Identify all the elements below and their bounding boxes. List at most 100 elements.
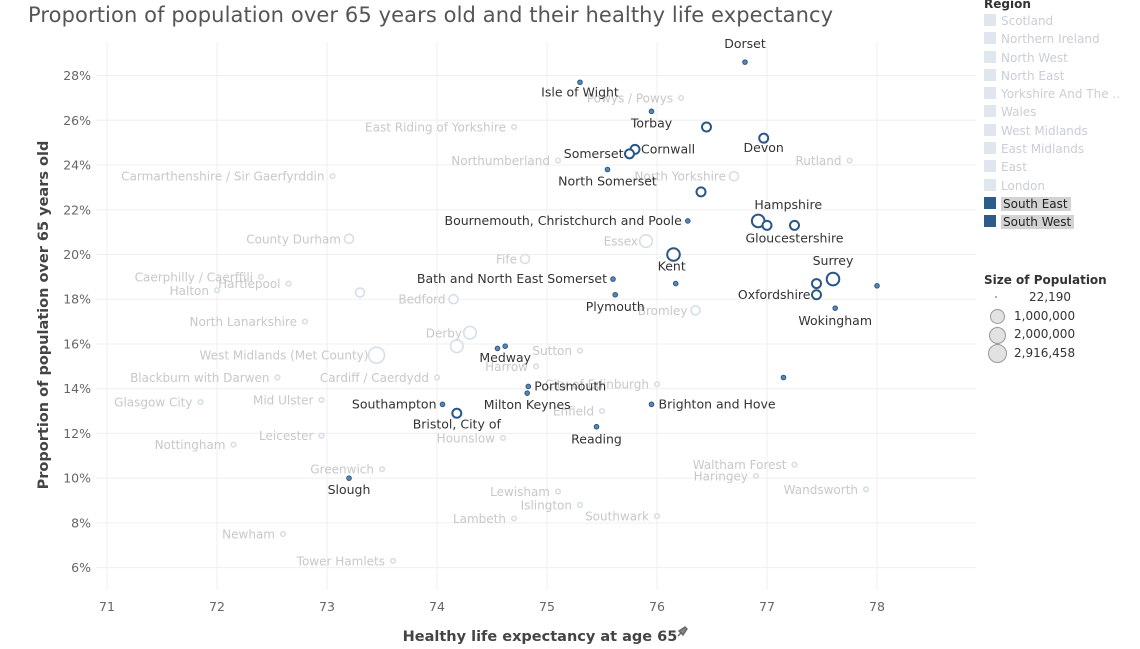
y-axis-ticks: 6% 8% 10% 12% 14% 16% 18% 20% 22% 24% 26% 28%: [63, 68, 91, 575]
point-southampton[interactable]: [439, 401, 446, 408]
point-bournemouth-christchurch-and-poole[interactable]: [685, 218, 691, 224]
point-north-lanarkshire[interactable]: [301, 318, 309, 325]
x-axis-label[interactable]: Healthy life expectancy at age 65: [403, 629, 678, 645]
point-rutland[interactable]: [846, 157, 853, 164]
point-slough[interactable]: [346, 475, 352, 481]
point-unlabeled-1[interactable]: [695, 186, 707, 198]
point-carmarthenshire-sir-gaerfyrddin[interactable]: [329, 173, 336, 180]
legend-region-south-east[interactable]: South East: [984, 195, 1120, 213]
point-islington[interactable]: [576, 501, 584, 509]
y-tick-label: 12%: [63, 426, 91, 441]
point-north-somerset[interactable]: [604, 166, 611, 173]
label-county-durham: County Durham: [246, 232, 341, 246]
point-unlabeled-3[interactable]: [811, 278, 822, 290]
point-tower-hamlets[interactable]: [389, 557, 397, 565]
legend-swatch: [984, 14, 996, 26]
point-caerphilly-caerffili[interactable]: [257, 273, 265, 280]
point-hartlepool[interactable]: [285, 280, 292, 287]
point-city-of-edinburgh[interactable]: [653, 381, 661, 388]
dim-points: [197, 94, 870, 565]
label-hounslow: Hounslow: [437, 431, 496, 445]
label-bromley: Bromley: [638, 304, 688, 318]
point-blackburn-with-darwen[interactable]: [274, 374, 281, 381]
point-bristol-city-of[interactable]: [451, 407, 463, 419]
label-mid-ulster: Mid Ulster: [253, 393, 314, 407]
point-bedford[interactable]: [448, 293, 459, 305]
point-greenwich[interactable]: [378, 466, 386, 473]
point-essex[interactable]: [638, 233, 654, 249]
legend-region-west-midlands[interactable]: West Midlands: [984, 122, 1120, 140]
point-enfield[interactable]: [598, 407, 606, 415]
point-northumberland[interactable]: [554, 157, 562, 164]
legend-region-north-west[interactable]: North West: [984, 49, 1120, 67]
point-waltham-forest[interactable]: [791, 461, 798, 468]
point-wandsworth[interactable]: [862, 486, 870, 493]
point-unlabeled-4[interactable]: [874, 283, 880, 289]
point-dorset[interactable]: [742, 59, 748, 65]
point-surrey[interactable]: [825, 271, 841, 287]
point-unlabeled-dim-1[interactable]: [354, 287, 366, 298]
point-north-yorkshire[interactable]: [728, 170, 740, 182]
point-bath-and-north-east-somerset[interactable]: [610, 276, 616, 282]
point-hounslow[interactable]: [499, 434, 507, 442]
legend-region-yorkshire-and-the[interactable]: Yorkshire And The ..: [984, 85, 1120, 103]
point-southwark[interactable]: [653, 513, 661, 520]
point-sutton[interactable]: [576, 347, 584, 354]
point-east-riding-of-yorkshire[interactable]: [510, 123, 518, 131]
point-cardiff-caerdydd[interactable]: [433, 374, 441, 381]
point-bromley[interactable]: [690, 305, 701, 316]
point-leicester[interactable]: [318, 432, 325, 439]
legend-region-east[interactable]: East: [984, 158, 1120, 176]
point-lewisham[interactable]: [554, 488, 562, 495]
point-powys-powys[interactable]: [678, 94, 685, 102]
point-west-midlands-met-county[interactable]: [367, 346, 386, 364]
point-glasgow-city[interactable]: [197, 399, 204, 406]
highlighted-labels: Dorset Isle of Wight Torbay Cornwall Somerse…: [328, 36, 872, 497]
point-gloucestershire[interactable]: [789, 219, 800, 231]
point-gloucestershire-2[interactable]: [761, 219, 773, 231]
legend-region-wales[interactable]: Wales: [984, 103, 1120, 121]
legend-region-east-midlands[interactable]: East Midlands: [984, 140, 1120, 158]
point-wokingham[interactable]: [832, 305, 839, 311]
point-torbay[interactable]: [648, 108, 655, 115]
point-medway[interactable]: [502, 343, 509, 349]
point-kent[interactable]: [672, 280, 679, 287]
legend-region-south-west[interactable]: South West: [984, 213, 1120, 231]
point-somerset[interactable]: [624, 148, 635, 160]
point-county-durham[interactable]: [343, 233, 355, 245]
point-devon-point-2[interactable]: [701, 121, 712, 133]
legend-region-label: Yorkshire And The ..: [1001, 87, 1121, 102]
point-newham[interactable]: [279, 530, 287, 538]
point-nottingham[interactable]: [230, 441, 237, 448]
legend-region-north-east[interactable]: North East: [984, 67, 1120, 85]
legend-region-london[interactable]: London: [984, 177, 1120, 195]
label-haringey: Haringey: [694, 469, 748, 483]
label-kent: Kent: [658, 259, 686, 274]
point-halton[interactable]: [213, 287, 221, 294]
point-oxfordshire[interactable]: [811, 289, 822, 301]
point-portsmouth[interactable]: [525, 383, 532, 390]
pin-icon[interactable]: [677, 626, 688, 637]
point-isle-of-wight[interactable]: [577, 79, 583, 86]
point-plymouth[interactable]: [612, 291, 619, 298]
label-medway: Medway: [479, 350, 531, 365]
legend-region-northern-ireland[interactable]: Northern Ireland: [984, 30, 1120, 48]
legend-size-label: 22,190: [1029, 290, 1071, 304]
x-tick-label: 78: [869, 599, 885, 614]
point-derby[interactable]: [462, 325, 478, 340]
point-brighton-and-hove[interactable]: [648, 401, 655, 408]
point-devon[interactable]: [758, 132, 770, 144]
point-milton-keynes[interactable]: [524, 390, 531, 396]
y-tick-label: 10%: [63, 471, 91, 486]
point-unlabeled-dim-2[interactable]: [449, 339, 464, 354]
point-unlabeled-5[interactable]: [780, 374, 787, 381]
point-medway-2[interactable]: [494, 345, 501, 352]
point-reading[interactable]: [593, 423, 600, 430]
point-harrow[interactable]: [532, 363, 540, 370]
point-haringey[interactable]: [752, 472, 760, 480]
point-fife[interactable]: [519, 253, 531, 265]
point-unlabeled-2[interactable]: [666, 247, 681, 262]
point-lambeth[interactable]: [510, 515, 518, 522]
legend-region-scotland[interactable]: Scotland: [984, 12, 1120, 30]
point-mid-ulster[interactable]: [318, 396, 325, 403]
